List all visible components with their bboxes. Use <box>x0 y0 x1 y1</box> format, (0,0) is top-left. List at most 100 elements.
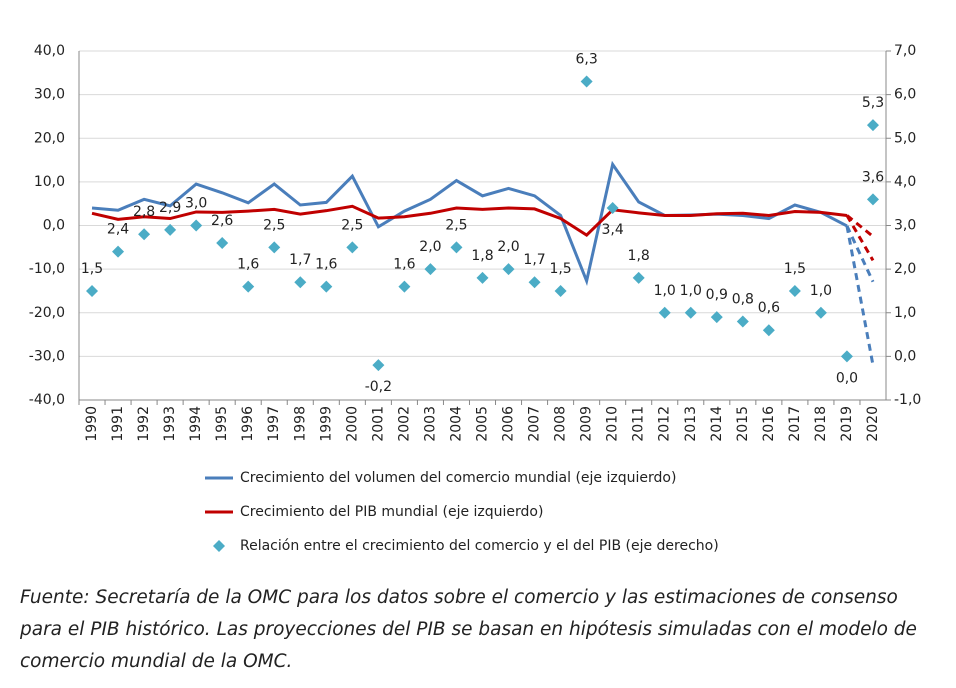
data-label: 0,6 <box>758 300 780 316</box>
data-label: 3,4 <box>602 222 624 238</box>
x-tick-label: 1992 <box>136 406 152 442</box>
x-tick-label: 2019 <box>839 406 855 442</box>
data-label: 1,7 <box>289 252 311 268</box>
data-label: 2,9 <box>159 200 181 216</box>
ratio-marker <box>164 223 177 236</box>
data-label: 2,8 <box>133 204 155 220</box>
x-tick-label: 2015 <box>735 406 751 442</box>
ratio-marker <box>554 284 567 297</box>
y2-tick-label: 4,0 <box>894 174 916 190</box>
ratio-marker <box>840 350 853 363</box>
data-label: 1,6 <box>393 257 415 273</box>
ratio-marker <box>606 202 619 215</box>
ratio-marker <box>372 359 385 372</box>
y-tick-label: 0,0 <box>43 218 65 234</box>
y2-tick-label: 2,0 <box>894 261 916 277</box>
ratio-marker <box>112 245 125 258</box>
ratio-marker <box>346 241 359 254</box>
y-tick-label: 40,0 <box>34 43 65 59</box>
x-tick-label: 1998 <box>292 406 308 442</box>
y-tick-label: 10,0 <box>34 174 65 190</box>
ratio-marker <box>632 271 645 284</box>
ratio-marker <box>788 284 801 297</box>
ratio-marker <box>450 241 463 254</box>
y2-tick-label: 1,0 <box>894 305 916 321</box>
x-tick-label: 2004 <box>448 406 464 442</box>
data-label: 1,5 <box>549 261 571 277</box>
ratio-marker <box>528 276 541 289</box>
ratio-marker <box>658 306 671 319</box>
data-label: 2,0 <box>419 239 441 255</box>
ratio-marker <box>268 241 281 254</box>
data-label: 1,0 <box>810 283 832 299</box>
data-label: -0,2 <box>365 379 392 395</box>
data-label: 2,5 <box>445 217 467 233</box>
data-label: 2,4 <box>107 222 129 238</box>
ratio-marker <box>814 306 827 319</box>
x-tick-label: 2005 <box>475 406 491 442</box>
data-label: 0,0 <box>836 370 858 386</box>
ratio-marker <box>736 315 749 328</box>
ratio-marker <box>294 276 307 289</box>
ratio-marker <box>138 228 151 241</box>
data-label: 2,5 <box>263 217 285 233</box>
x-tick-label: 1997 <box>266 406 282 442</box>
projection-line <box>845 225 875 283</box>
x-tick-label: 2009 <box>579 406 595 442</box>
x-tick-label: 2003 <box>422 406 438 442</box>
y-tick-label: -40,0 <box>29 392 65 408</box>
x-tick-label: 2016 <box>761 406 777 442</box>
ratio-marker <box>190 219 203 232</box>
data-label: 0,8 <box>732 291 754 307</box>
series-line <box>91 204 848 238</box>
ratio-marker <box>320 280 333 293</box>
data-label: 2,6 <box>211 213 233 229</box>
x-tick-label: 2018 <box>813 406 829 442</box>
data-label: 2,5 <box>341 217 363 233</box>
x-tick-label: 1995 <box>214 406 230 442</box>
data-label: 2,0 <box>497 239 519 255</box>
ratio-marker <box>762 324 775 337</box>
y-tick-label: -30,0 <box>29 348 65 364</box>
data-label: 1,6 <box>237 257 259 273</box>
source-line: comercio mundial de la OMC. <box>20 651 293 672</box>
legend-swatch <box>213 540 225 552</box>
source-line: para el PIB histórico. Las proyecciones … <box>20 619 917 640</box>
x-tick-label: 1999 <box>318 406 334 442</box>
x-tick-label: 2002 <box>396 406 412 442</box>
legend-label: Crecimiento del volumen del comercio mun… <box>240 470 676 486</box>
projection-line <box>845 225 875 366</box>
source-line: Fuente: Secretaría de la OMC para los da… <box>20 587 898 608</box>
ratio-marker <box>86 284 99 297</box>
y-tick-label: 20,0 <box>34 130 65 146</box>
data-label: 6,3 <box>575 52 597 68</box>
x-tick-label: 2012 <box>657 406 673 442</box>
y2-tick-label: 5,0 <box>894 130 916 146</box>
data-label: 1,7 <box>523 252 545 268</box>
x-tick-label: 1991 <box>110 406 126 442</box>
y-tick-label: -20,0 <box>29 305 65 321</box>
legend-label: Relación entre el crecimiento del comerc… <box>240 538 719 554</box>
data-label: 1,8 <box>471 248 493 264</box>
ratio-marker <box>580 75 593 88</box>
ratio-marker <box>398 280 411 293</box>
y2-tick-label: 0,0 <box>894 348 916 364</box>
ratio-marker <box>424 263 437 276</box>
x-tick-label: 1990 <box>84 406 100 442</box>
y-tick-label: 30,0 <box>34 87 65 103</box>
x-tick-label: 1993 <box>162 406 178 442</box>
projection-line <box>846 214 874 238</box>
x-tick-label: 2007 <box>527 406 543 442</box>
ratio-marker <box>866 119 879 132</box>
x-tick-label: 2000 <box>344 406 360 442</box>
data-label: 1,5 <box>81 261 103 277</box>
y-tick-label: -10,0 <box>29 261 65 277</box>
ratio-marker <box>476 271 489 284</box>
x-tick-label: 2001 <box>370 406 386 442</box>
x-tick-label: 2006 <box>501 406 517 442</box>
y2-tick-label: 7,0 <box>894 43 916 59</box>
data-label: 0,9 <box>706 287 728 303</box>
ratio-marker <box>242 280 255 293</box>
ratio-marker <box>710 311 723 324</box>
